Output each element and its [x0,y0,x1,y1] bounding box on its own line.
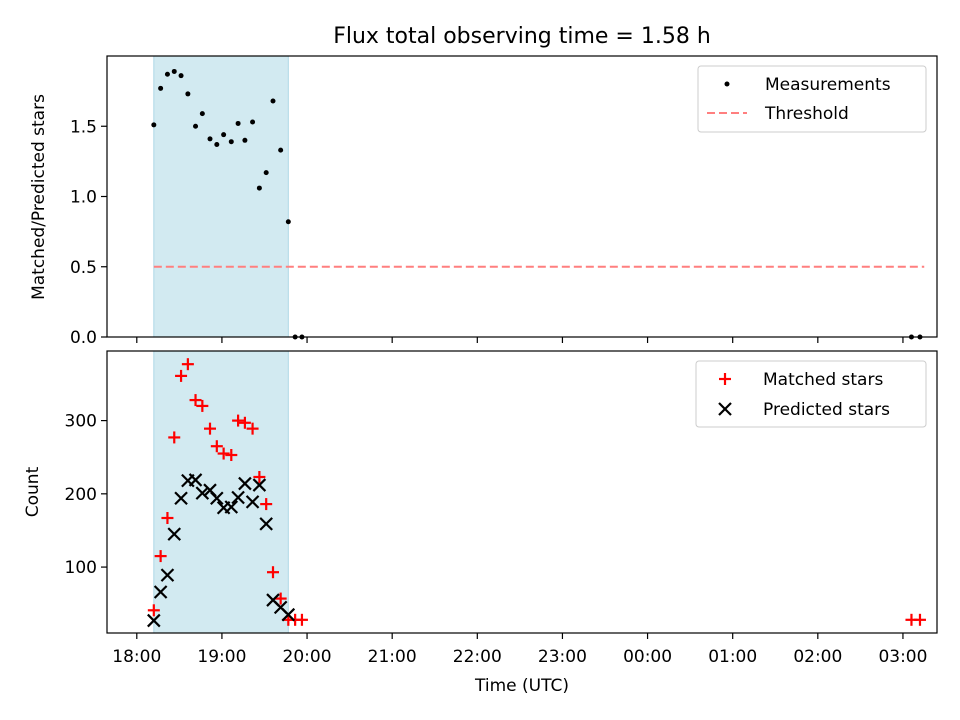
top-panel: 0.0 0.5 1.0 1.5 Matched/Predicted stars Mea… [29,55,938,348]
matched-star-point [210,440,223,453]
predicted-star-point [210,491,224,506]
matched-star-point [217,447,230,460]
bottom-observing-span [153,350,289,634]
measurement-point [285,219,291,225]
measurement-point [242,137,248,143]
matched-star-point [225,449,238,462]
predicted-star-point [153,585,168,599]
matched-star-point [168,431,181,444]
measurement-point [171,68,177,74]
matched-star-point [913,613,926,626]
matched-star-point [204,422,217,435]
matched-star-point [147,604,160,617]
top-observing-span [153,55,289,338]
legend-threshold-label: Threshold [764,104,849,124]
y-tick-label: 100 [65,558,97,578]
matched-star-point [246,422,259,435]
x-tick-label: 03:00 [878,647,927,667]
matched-star-point [238,416,251,429]
y-tick-label: 200 [65,485,97,505]
matched-star-point [154,550,167,563]
x-axis-label: Time (UTC) [474,676,569,696]
measurement-point [207,136,213,142]
predicted-star-point [224,500,239,514]
matched-star-point [232,414,245,427]
measurement-point [185,91,191,97]
x-tick-label: 01:00 [708,647,757,667]
top-legend-box [697,65,927,133]
matched-star-point [196,399,209,412]
predicted-star-point [188,473,203,487]
measurement-point [178,73,184,79]
chart-title: Flux total observing time = 1.58 h [333,24,711,49]
legend-measurements-label: Measurements [765,75,891,95]
measurement-point [228,139,234,145]
matched-star-point [260,498,273,511]
measurement-point [278,147,284,153]
bottom-legend: Matched stars Predicted stars [695,360,927,428]
matched-star-point [181,358,194,371]
measurement-point [214,142,220,148]
measurement-point [164,71,170,77]
predicted-star-point [259,517,273,531]
bottom-plot-frame [106,350,938,634]
x-tick-label: 18:00 [112,647,161,667]
measurement-point [235,120,241,126]
y-tick-label: 300 [65,412,97,432]
legend-matched-label: Matched stars [763,370,883,390]
measurement-point [151,122,157,128]
predicted-star-point [281,607,296,622]
x-tick-label: 19:00 [197,647,246,667]
x-tick-label: 00:00 [623,647,672,667]
y-tick-label: 1.0 [70,188,97,208]
predicted-star-point [245,495,260,509]
top-y-axis-label: Matched/Predicted stars [29,94,49,300]
predicted-star-point [195,486,210,500]
x-tick-label: 23:00 [538,647,587,667]
x-tick-label: 20:00 [283,647,332,667]
legend-measurements-marker [724,81,730,87]
predicted-star-point [160,568,175,582]
matched-star-point [267,566,279,579]
predicted-star-point [167,527,182,541]
x-tick-label: 21:00 [368,647,417,667]
measurement-point [193,123,199,129]
matched-star-point [175,369,188,382]
predicted-star-point [238,476,252,491]
legend-predicted-marker [718,402,732,416]
legend-predicted-label: Predicted stars [763,400,890,420]
measurement-point [270,98,276,104]
y-tick-label: 0.0 [70,328,97,348]
matched-star-point [274,592,287,605]
measurement-point [199,111,205,117]
measurement-point [263,170,269,176]
matched-star-point [295,613,308,626]
matched-star-point [161,512,174,525]
x-tick-label: 22:00 [453,647,502,667]
top-legend: Measurements Threshold [697,65,927,133]
measurement-point [250,119,256,125]
x-tick-label: 02:00 [793,647,842,667]
measurement-point [158,85,164,91]
legend-matched-marker [719,373,731,385]
bottom-legend-box [695,360,927,428]
predicted-star-point [174,491,188,506]
predicted-star-point [252,478,267,492]
bottom-y-axis-label: Count [23,466,43,517]
predicted-star-point [231,490,245,505]
matched-star-point [253,470,266,483]
measurement-point [256,185,262,191]
y-tick-label: 1.5 [70,117,97,137]
bottom-panel: 100 200 300 18:00 19:00 20:00 21:00 22:00 23:00… [23,350,938,696]
measurement-point [221,132,227,138]
matched-star-point [189,394,202,407]
y-tick-label: 0.5 [70,258,97,278]
predicted-star-point [147,613,161,628]
